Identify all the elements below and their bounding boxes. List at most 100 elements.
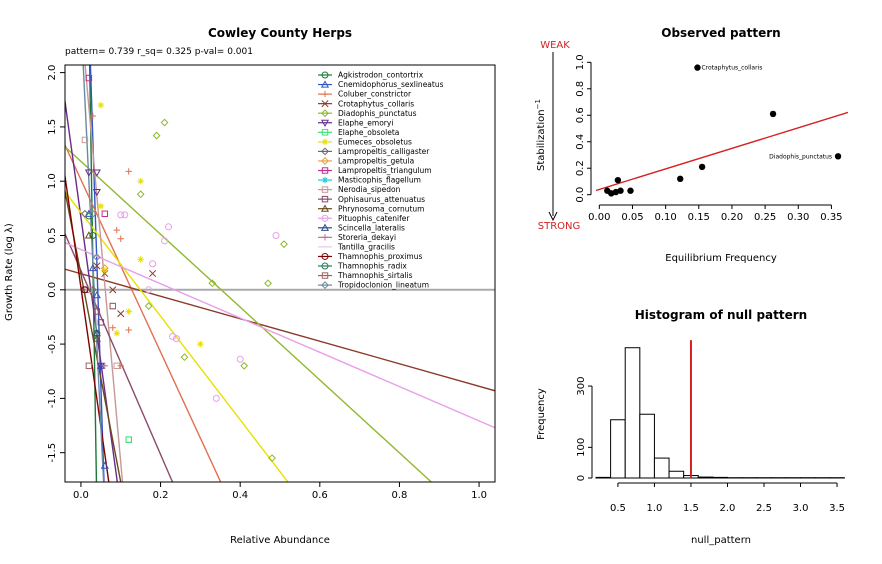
fit-line-Tropidoclonion_lineatum <box>82 65 105 482</box>
legend-marker-Masticophis_flagellum <box>321 176 329 184</box>
histogram-panel: Histogram of null pattern null_pattern F… <box>536 308 845 546</box>
legend-label-Thamnophis_sirtalis: Thamnophis_sirtalis <box>337 271 413 280</box>
histogram-y-tick-label: 0 <box>576 475 587 481</box>
point-Eumeces_obsoletus <box>197 340 204 348</box>
fit-line-Diadophis_punctatus <box>65 145 432 482</box>
legend-marker-Agkistrodon_contortrix <box>321 71 329 79</box>
legend-marker-Eumeces_obsoletus <box>321 138 329 146</box>
point-Scincella_lateralis <box>92 328 101 337</box>
observed-clipped <box>596 111 848 192</box>
fit-line-Coluber_constrictor <box>65 143 222 482</box>
legend-marker-Lampropeltis_calligaster <box>321 147 329 156</box>
legend-marker-Thamnophis_radix <box>321 262 329 270</box>
observed-y-tick-label: 0.4 <box>575 134 586 150</box>
point-Thamnophis_proximus <box>81 286 89 294</box>
histogram-bar <box>595 476 612 479</box>
main-x-tick-label: 0.8 <box>391 490 407 501</box>
observed-y-tick-label: 1.0 <box>575 54 586 70</box>
point-Eumeces_obsoletus <box>101 267 109 274</box>
legend-label-Nerodia_sipedon: Nerodia_sipedon <box>338 185 401 194</box>
point-Pituophis_catenifer <box>117 211 125 219</box>
point-Diadophis_punctatus <box>240 361 249 370</box>
point-Pituophis_catenifer <box>172 335 180 343</box>
observed-x-tick-label: 0.20 <box>721 212 743 223</box>
point-Diadophis_punctatus <box>160 118 169 127</box>
main-plot-area: 0.0 0.2 0.4 0.6 0.8 1.0 -1.5 -1.0 -0.5 0.0 0.5 1.0 1… <box>47 64 496 501</box>
legend-label-Thamnophis_radix: Thamnophis_radix <box>337 262 407 271</box>
point-Elaphe_emoryi <box>92 169 101 177</box>
histogram-bar <box>653 457 670 479</box>
point-Diadophis_punctatus <box>152 131 161 140</box>
legend-label-Elaphe_obsoleta: Elaphe_obsoleta <box>338 128 399 137</box>
main-x-tick-label: 1.0 <box>471 490 487 501</box>
main-y-tick-label: -1.0 <box>47 389 58 409</box>
histogram-bar <box>639 413 655 479</box>
point-Lampropeltis_triangulum <box>101 210 109 217</box>
legend-label-Storeria_dekayi: Storeria_dekayi <box>338 233 396 242</box>
point-Diadophis_punctatus <box>144 302 153 310</box>
point-Coluber_constrictor <box>113 226 120 234</box>
observed-point <box>627 187 634 194</box>
point-Pituophis_catenifer <box>121 211 129 219</box>
legend-label-Ophisaurus_attenuatus: Ophisaurus_attenuatus <box>338 195 425 204</box>
regression-line <box>596 111 848 192</box>
point-Crotaphytus_collaris <box>117 310 125 318</box>
legend-label-Tantilla_gracilis: Tantilla_gracilis <box>337 243 395 252</box>
legend-label-Eumeces_obsoletus: Eumeces_obsoletus <box>338 137 412 146</box>
fit-line-Crotaphytus_collaris <box>65 268 495 392</box>
point-Eumeces_obsoletus <box>97 202 105 210</box>
observed-x-tick-label: 0.10 <box>654 212 676 223</box>
fit-line-Elaphe_emoryi <box>65 96 119 482</box>
fit-line-Nerodia_sipedon <box>84 65 124 482</box>
observed-x-tick-label: 0.00 <box>588 212 610 223</box>
legend-label-Crotaphytus_collaris: Crotaphytus_collaris <box>338 99 414 108</box>
fit-line-Cnemidophorus_sexlineatus <box>89 65 105 482</box>
strength-arrow-head <box>548 211 558 222</box>
legend-marker-Diadophis_punctatus <box>321 109 329 118</box>
main-y-tick-label: 0.5 <box>47 228 58 244</box>
legend-marker-Elaphe_obsoleta <box>321 129 329 136</box>
legend-marker-Elaphe_emoryi <box>320 119 330 127</box>
point-Nerodia_sipedon <box>85 286 93 294</box>
strong-label: STRONG <box>538 221 581 232</box>
observed-plot-area: 0.0 0.2 0.4 0.6 0.8 1.0 0.00 0.05 0.10 0.15 0.20 0.… <box>575 54 848 223</box>
observed-x-label: Equilibrium Frequency <box>665 253 777 264</box>
point-Coluber_constrictor <box>117 362 124 370</box>
observed-y-label-superscript: −1 <box>534 99 542 109</box>
point-Coluber_constrictor <box>89 112 97 120</box>
point-Cnemidophorus_sexlineatus <box>100 461 109 469</box>
legend-marker-Lampropeltis_triangulum <box>321 167 329 174</box>
point-Phrynosoma_cornutum <box>92 334 101 342</box>
observed-point-label: Crotaphytus_collaris <box>701 65 762 72</box>
main-panel: Cowley County Herps pattern= 0.739 r_sq=… <box>4 26 496 546</box>
observed-panel: Observed pattern Equilibrium Frequency S… <box>534 26 848 264</box>
legend-marker-Pituophis_catenifer <box>321 214 329 222</box>
observed-y-tick-label: 0.8 <box>575 81 586 97</box>
observed-y-tick-label: 0.2 <box>575 160 586 176</box>
weak-label: WEAK <box>540 40 570 51</box>
histogram-bar <box>624 347 641 479</box>
main-title: Cowley County Herps <box>208 26 352 40</box>
point-Diadophis_punctatus <box>136 190 145 199</box>
legend-marker-Storeria_dekayi <box>321 234 329 241</box>
legend-label-Lampropeltis_triangulum: Lampropeltis_triangulum <box>338 166 432 175</box>
main-y-label: Growth Rate (log λ) <box>4 223 15 321</box>
main-y-tick-label: 2.0 <box>47 65 58 81</box>
legend-label-Scincella_lateralis: Scincella_lateralis <box>338 223 405 232</box>
main-y-tick-label: -0.5 <box>47 334 58 354</box>
observed-x-tick-label: 0.35 <box>820 212 842 223</box>
point-Phrynosoma_cornutum <box>84 231 93 239</box>
point-Diadophis_punctatus <box>208 279 217 288</box>
point-Diadophis_punctatus <box>264 279 272 288</box>
histogram-plot-area: 0 100 300 0.5 1.0 1.5 2.0 2.5 3.0 3.5 <box>576 340 845 514</box>
legend-marker-Ophisaurus_attenuatus <box>321 195 329 203</box>
legend-label-Diadophis_punctatus: Diadophis_punctatus <box>338 109 417 118</box>
legend-marker-Nerodia_sipedon <box>321 186 329 193</box>
main-x-tick-label: 0.2 <box>153 490 169 501</box>
point-Elaphe_obsoleta <box>125 436 132 443</box>
histogram-x-tick-label: 0.5 <box>610 503 626 514</box>
point-Pituophis_catenifer <box>272 231 280 239</box>
legend-marker-Thamnophis_proximus <box>321 252 329 260</box>
observed-x-tick-label: 0.05 <box>621 212 643 223</box>
